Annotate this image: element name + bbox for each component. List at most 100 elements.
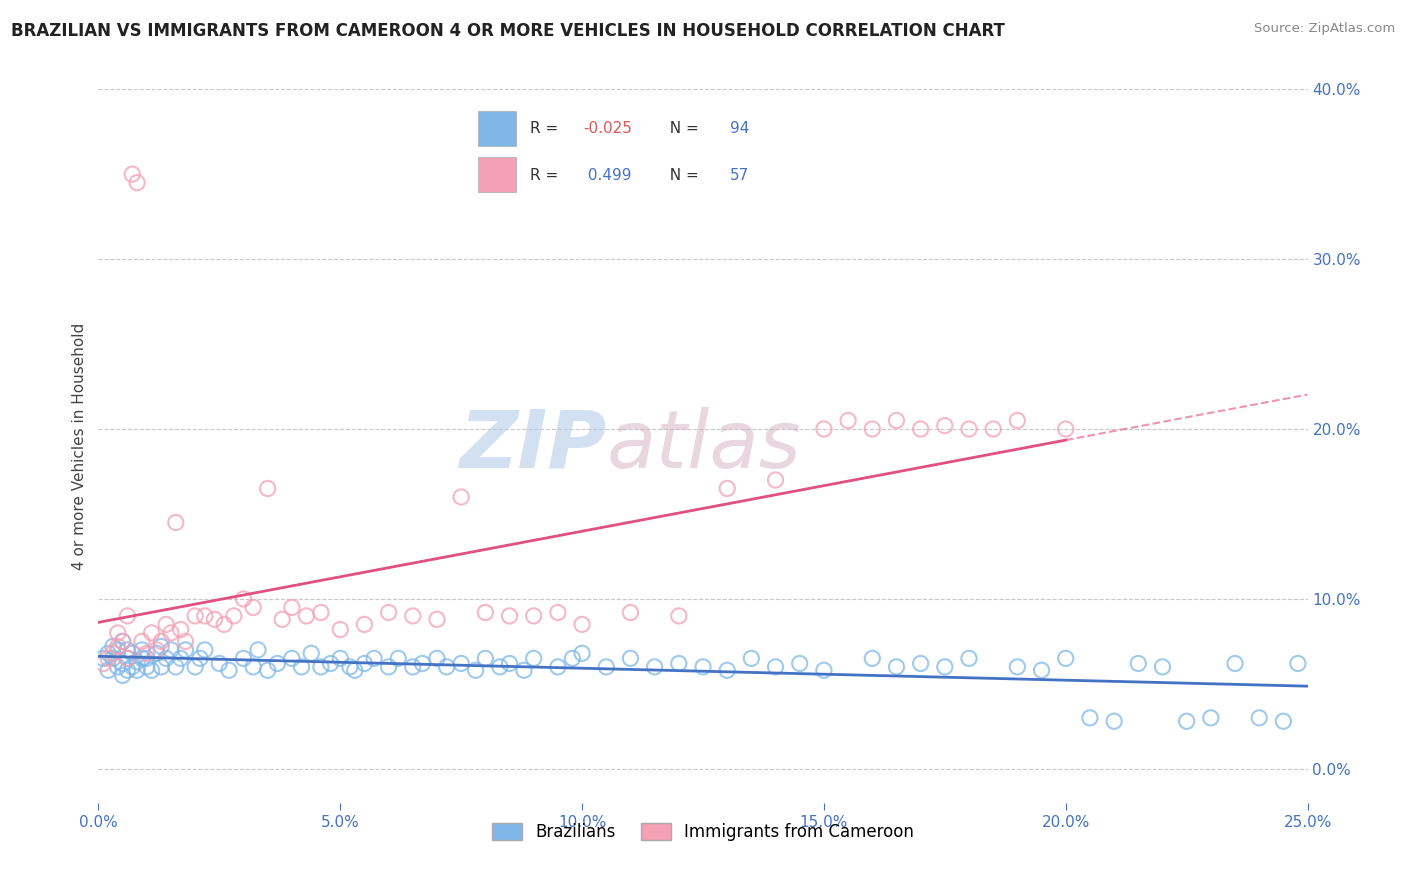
Point	[450, 490, 472, 504]
Point	[464, 663, 486, 677]
Point	[571, 617, 593, 632]
Text: ZIP: ZIP	[458, 407, 606, 485]
Point	[271, 612, 294, 626]
Point	[247, 643, 270, 657]
Point	[169, 623, 191, 637]
Point	[789, 657, 811, 671]
Legend: Brazilians, Immigrants from Cameroon: Brazilians, Immigrants from Cameroon	[485, 816, 921, 848]
Point	[668, 657, 690, 671]
Y-axis label: 4 or more Vehicles in Household: 4 or more Vehicles in Household	[72, 322, 87, 570]
Point	[1199, 711, 1222, 725]
Point	[242, 660, 264, 674]
Point	[150, 660, 173, 674]
Point	[256, 663, 278, 677]
Point	[329, 623, 352, 637]
Point	[716, 482, 738, 496]
Point	[121, 167, 143, 181]
Point	[498, 657, 520, 671]
Point	[131, 634, 153, 648]
Point	[107, 643, 129, 657]
Point	[150, 634, 173, 648]
Point	[860, 651, 883, 665]
Point	[411, 657, 433, 671]
Point	[107, 660, 129, 674]
Point	[716, 663, 738, 677]
Point	[765, 473, 787, 487]
Point	[256, 482, 278, 496]
Point	[150, 640, 173, 654]
Point	[141, 663, 163, 677]
Point	[765, 660, 787, 674]
Point	[127, 176, 149, 190]
Point	[91, 657, 114, 671]
Point	[981, 422, 1004, 436]
Point	[644, 660, 666, 674]
Point	[194, 643, 217, 657]
Point	[498, 608, 520, 623]
Point	[957, 651, 980, 665]
Point	[266, 657, 288, 671]
Point	[188, 651, 211, 665]
Point	[281, 651, 304, 665]
Point	[145, 643, 167, 657]
Point	[111, 668, 134, 682]
Point	[668, 608, 690, 623]
Point	[121, 646, 143, 660]
Point	[218, 663, 240, 677]
Point	[1054, 422, 1077, 436]
Point	[160, 626, 183, 640]
Point	[1078, 711, 1101, 725]
Point	[1272, 714, 1295, 729]
Point	[813, 422, 835, 436]
Point	[1223, 657, 1246, 671]
Point	[619, 651, 641, 665]
Point	[184, 660, 207, 674]
Text: Source: ZipAtlas.com: Source: ZipAtlas.com	[1254, 22, 1395, 36]
Point	[1152, 660, 1174, 674]
Point	[97, 663, 120, 677]
Point	[101, 646, 124, 660]
Point	[184, 608, 207, 623]
Point	[111, 634, 134, 648]
Point	[194, 608, 217, 623]
Point	[208, 657, 231, 671]
Point	[740, 651, 762, 665]
Point	[450, 657, 472, 671]
Point	[377, 660, 399, 674]
Point	[127, 663, 149, 677]
Point	[290, 660, 312, 674]
Point	[1249, 711, 1271, 725]
Point	[107, 640, 129, 654]
Point	[91, 651, 114, 665]
Point	[353, 657, 375, 671]
Point	[131, 643, 153, 657]
Text: BRAZILIAN VS IMMIGRANTS FROM CAMEROON 4 OR MORE VEHICLES IN HOUSEHOLD CORRELATIO: BRAZILIAN VS IMMIGRANTS FROM CAMEROON 4 …	[11, 22, 1005, 40]
Point	[131, 651, 153, 665]
Point	[281, 600, 304, 615]
Point	[160, 643, 183, 657]
Point	[387, 651, 409, 665]
Point	[212, 617, 235, 632]
Point	[155, 617, 177, 632]
Point	[319, 657, 342, 671]
Point	[232, 651, 254, 665]
Point	[141, 626, 163, 640]
Point	[107, 626, 129, 640]
Point	[97, 646, 120, 660]
Point	[886, 413, 908, 427]
Point	[513, 663, 536, 677]
Point	[547, 660, 569, 674]
Point	[309, 660, 332, 674]
Point	[377, 606, 399, 620]
Point	[135, 660, 157, 674]
Point	[436, 660, 458, 674]
Point	[117, 651, 139, 665]
Point	[111, 657, 134, 671]
Point	[339, 660, 361, 674]
Point	[295, 608, 318, 623]
Point	[127, 655, 149, 669]
Point	[174, 643, 197, 657]
Point	[145, 646, 167, 660]
Point	[426, 651, 449, 665]
Point	[910, 422, 932, 436]
